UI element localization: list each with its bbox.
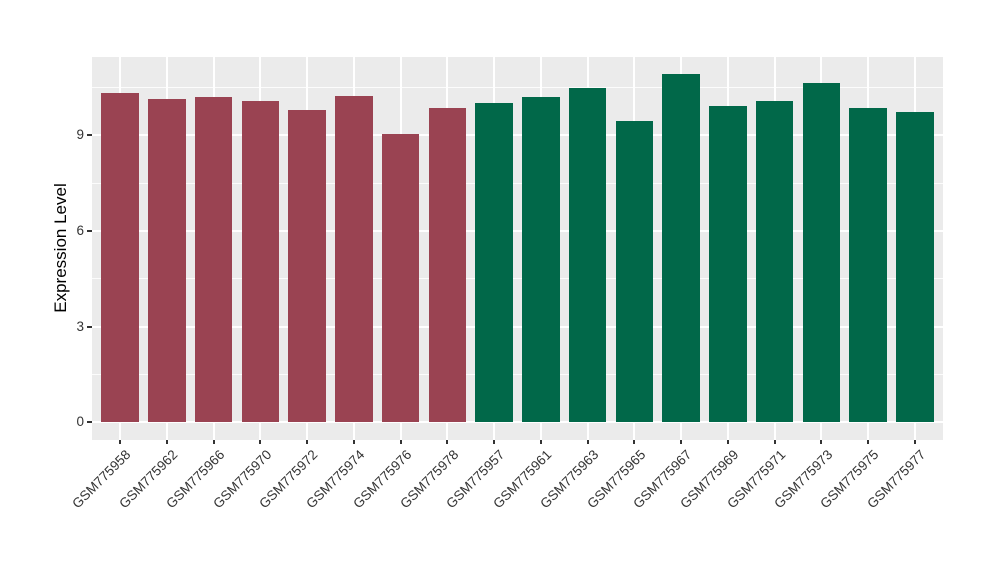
y-axis-tick: [87, 134, 92, 137]
gridline-major: [92, 134, 943, 137]
bar-GSM775969: [709, 105, 747, 423]
x-axis-tick: [773, 440, 776, 444]
y-tick-label: 0: [76, 414, 84, 430]
bar-GSM775958: [101, 92, 139, 423]
gridline-minor: [92, 278, 943, 280]
bar-GSM775962: [148, 99, 186, 423]
bar-GSM775972: [288, 109, 326, 423]
x-axis-tick: [165, 440, 168, 444]
bar-GSM775973: [802, 82, 841, 423]
x-axis-tick: [399, 440, 402, 444]
x-axis-tick: [586, 440, 589, 444]
x-axis-tick: [680, 440, 683, 444]
y-axis-tick: [87, 325, 92, 328]
bar-GSM775978: [428, 108, 467, 423]
x-axis-tick: [726, 440, 729, 444]
y-axis-tick: [87, 229, 92, 232]
bar-GSM775963: [568, 87, 607, 423]
x-axis-tick: [913, 440, 916, 444]
x-axis-tick: [867, 440, 870, 444]
bar-GSM775974: [335, 95, 373, 423]
gridline-major: [92, 229, 943, 232]
x-axis-tick: [446, 440, 449, 444]
x-axis-tick: [259, 440, 262, 444]
bar-GSM775975: [849, 107, 887, 423]
y-axis-tick: [87, 421, 92, 424]
bar-GSM775971: [755, 100, 794, 423]
y-tick-label: 3: [76, 318, 84, 334]
gridline-major: [92, 421, 943, 424]
bar-GSM775966: [194, 96, 233, 423]
bar-GSM775970: [241, 100, 280, 423]
x-axis-tick: [820, 440, 823, 444]
gridline-major: [92, 325, 943, 328]
bar-GSM775977: [896, 112, 934, 423]
x-axis-tick: [212, 440, 215, 444]
x-axis-tick: [306, 440, 309, 444]
bar-GSM775967: [662, 73, 700, 423]
bar-GSM775961: [522, 97, 560, 423]
y-tick-label: 9: [76, 127, 84, 143]
x-axis-tick: [539, 440, 542, 444]
x-axis-tick: [493, 440, 496, 444]
gridline-minor: [92, 182, 943, 184]
bar-GSM775976: [381, 134, 420, 423]
bar-GSM775965: [615, 120, 654, 423]
x-axis-tick: [633, 440, 636, 444]
gridline-minor: [92, 374, 943, 376]
x-axis-tick: [352, 440, 355, 444]
gridline-minor: [92, 86, 943, 88]
x-axis-tick: [119, 440, 122, 444]
y-tick-label: 6: [76, 222, 84, 238]
plot-panel: [92, 57, 943, 440]
bar-GSM775957: [475, 103, 513, 423]
